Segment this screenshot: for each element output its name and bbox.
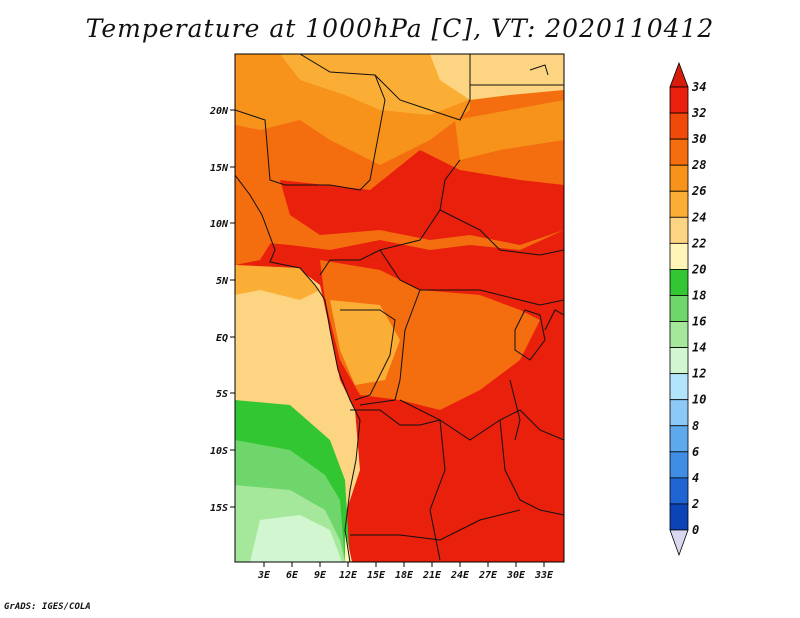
colorbar-label: 24: [691, 210, 706, 224]
colorbar-cell: [669, 425, 689, 453]
colorbar-cell: [669, 112, 689, 140]
y-tick-label: 10S: [210, 446, 228, 457]
colorbar-label: 8: [692, 419, 699, 433]
y-tick-label: EQ: [216, 333, 228, 344]
colorbar-cell: [669, 242, 689, 270]
colorbar-cell: [669, 269, 689, 296]
x-tick-label: 21E: [422, 570, 442, 581]
x-tick-label: 6E: [286, 570, 299, 581]
colorbar-cell: [669, 295, 689, 322]
colorbar-cell: [669, 164, 689, 192]
colorbar-cell: [669, 138, 689, 166]
colorbar-label: 28: [691, 158, 706, 172]
colorbar-label: 10: [692, 393, 706, 407]
colorbar-label: 4: [692, 471, 699, 485]
y-axis: 20N 15N 10N 5N EQ 5S 10S 15S: [209, 106, 235, 514]
x-tick-label: 9E: [314, 570, 327, 581]
x-tick-label: 27E: [478, 570, 498, 581]
y-tick-label: 5N: [216, 276, 229, 287]
x-tick-label: 12E: [339, 570, 358, 581]
colorbar-cell: [669, 86, 689, 114]
colorbar-cell: [669, 399, 689, 427]
colorbar-cell: [669, 190, 689, 218]
y-tick-label: 15N: [210, 163, 229, 174]
grads-credit: GrADS: IGES/COLA: [4, 602, 91, 612]
colorbar-cell: [669, 373, 689, 401]
y-tick-label: 15S: [210, 503, 228, 514]
x-tick-label: 3E: [257, 570, 271, 581]
map-frame: [234, 53, 565, 563]
colorbar-cell: [669, 477, 689, 505]
colorbar-cell: [669, 503, 689, 531]
y-tick-label: 20N: [209, 106, 229, 117]
colorbar-cell: [669, 451, 689, 479]
temperature-field: [235, 54, 564, 562]
colorbar-label: 22: [691, 236, 706, 250]
colorbar-label: 12: [692, 367, 706, 381]
y-tick-label: 10N: [210, 219, 229, 230]
colorbar-cells: [669, 86, 689, 531]
colorbar-cell: [669, 347, 689, 375]
colorbar-label: 2: [691, 497, 699, 511]
colorbar-bottom-triangle: [669, 529, 689, 557]
colorbar-label: 0: [692, 523, 699, 537]
colorbar-top-triangle: [669, 61, 689, 88]
colorbar-label: 6: [692, 445, 699, 459]
x-tick-label: 24E: [450, 570, 470, 581]
colorbar-label: 34: [691, 80, 706, 94]
colorbar-cell: [669, 216, 689, 244]
colorbar-label: 18: [692, 288, 706, 302]
colorbar-label: 26: [691, 184, 706, 198]
map-title: Temperature at 1000hPa [C], VT: 20201104…: [85, 14, 715, 43]
colorbar-label: 14: [692, 341, 706, 355]
colorbar-cell: [669, 321, 689, 348]
x-axis: 3E 6E 9E 12E 15E 18E 21E 24E 27E 30E 33E: [257, 562, 554, 581]
x-tick-label: 15E: [367, 570, 386, 581]
x-tick-label: 33E: [534, 570, 554, 581]
colorbar-label: 30: [691, 132, 706, 146]
country-borders: [235, 54, 564, 562]
colorbar-label: 16: [692, 315, 706, 329]
y-tick-label: 5S: [216, 389, 228, 400]
x-tick-label: 30E: [506, 570, 526, 581]
colorbar-label: 20: [691, 262, 706, 276]
colorbar-label: 32: [691, 106, 706, 120]
x-tick-label: 18E: [395, 570, 414, 581]
